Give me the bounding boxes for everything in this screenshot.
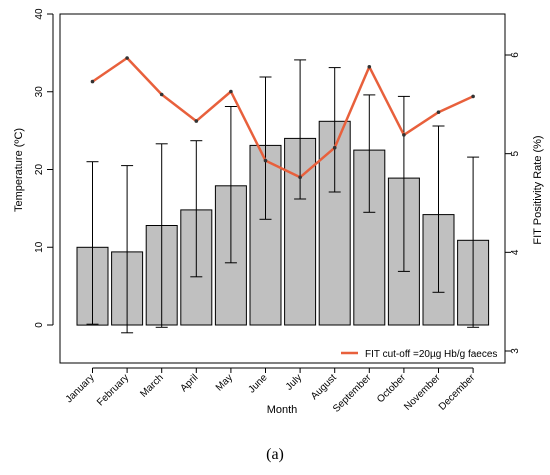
fit-point-february [125, 56, 129, 60]
x-tick-label-october: October [375, 372, 408, 405]
fit-point-april [194, 119, 199, 123]
x-tick-label-june: June [247, 372, 270, 395]
fit-point-july [298, 175, 302, 180]
y-tick-label: 20 [34, 164, 45, 176]
line-layer [90, 56, 475, 180]
fit-point-march [159, 92, 164, 97]
y-axis-title: Temperature (ºC) [13, 128, 25, 212]
legend: FIT cut-off =20µg Hb/g faeces [341, 349, 497, 360]
y-tick-label: 40 [34, 8, 45, 20]
x-tick-label-august: August [309, 372, 339, 402]
y-tick-label: 30 [34, 86, 45, 98]
legend-label: FIT cut-off =20µg Hb/g faeces [365, 349, 497, 360]
y-tick-label: 10 [34, 241, 45, 253]
x-tick-label-september: September [331, 372, 374, 415]
y-tick-label: 0 [34, 322, 45, 328]
x-tick-label-december: December [437, 372, 478, 413]
y2-tick-label: 5 [510, 150, 521, 156]
x-tick-label-april: April [178, 372, 200, 394]
fit-point-december [471, 94, 475, 99]
error-bars-layer [86, 59, 480, 334]
fit-point-october [402, 133, 406, 137]
y-axis-left: 0 10 20 30 40 [34, 8, 54, 328]
fit-positivity-line [91, 56, 474, 179]
x-tick-label-march: March [138, 372, 165, 399]
fit-point-august [332, 145, 337, 150]
y2-tick-label: 4 [510, 249, 521, 255]
x-tick-label-november: November [402, 372, 443, 413]
x-tick-label-may: May [214, 372, 235, 393]
x-tick-label-january: January [64, 372, 97, 405]
fit-point-june [263, 158, 268, 163]
y-axis-right: 3 4 5 6 [504, 52, 521, 354]
fit-point-september [367, 65, 372, 69]
x-axis-title: Month [267, 404, 298, 416]
fit-point-november [436, 110, 441, 114]
bars-layer [76, 120, 490, 326]
fit-point-january [90, 79, 95, 84]
y2-axis-title: FIT Positivity Rate (%) [532, 135, 544, 244]
x-tick-label-february: February [95, 372, 131, 408]
y2-tick-label: 3 [510, 348, 521, 354]
y2-tick-label: 6 [510, 52, 521, 58]
figure-caption: (a) [266, 446, 284, 463]
fit-point-may [229, 89, 233, 94]
x-tick-label-july: July [284, 372, 304, 392]
